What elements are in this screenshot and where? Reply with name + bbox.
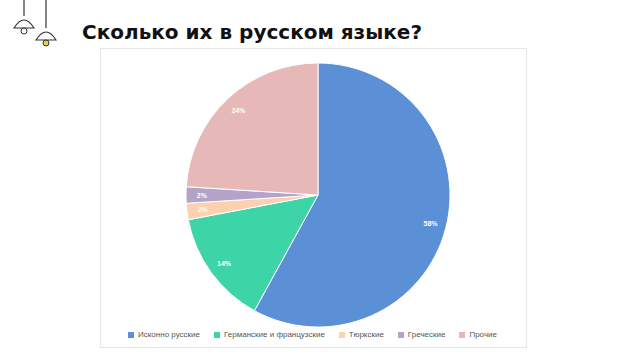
html-text:Греческие: Греческие [407, 330, 446, 339]
html-text:Исконно русские: Исконно русские [138, 330, 200, 339]
svg-text:24%: 24% [231, 107, 246, 114]
svg-text:2%: 2% [198, 206, 209, 213]
html-text:Прочие: Прочие [469, 330, 497, 339]
html-text:Сколько их в русском языке?: Сколько их в русском языке? [82, 20, 422, 44]
svg-text:14%: 14% [217, 260, 232, 267]
svg-text:58%: 58% [424, 220, 439, 227]
svg-text:2%: 2% [197, 192, 208, 199]
html-text:Тюркские: Тюркские [348, 330, 384, 339]
html-text:Германские и французские: Германские и французские [224, 330, 325, 339]
